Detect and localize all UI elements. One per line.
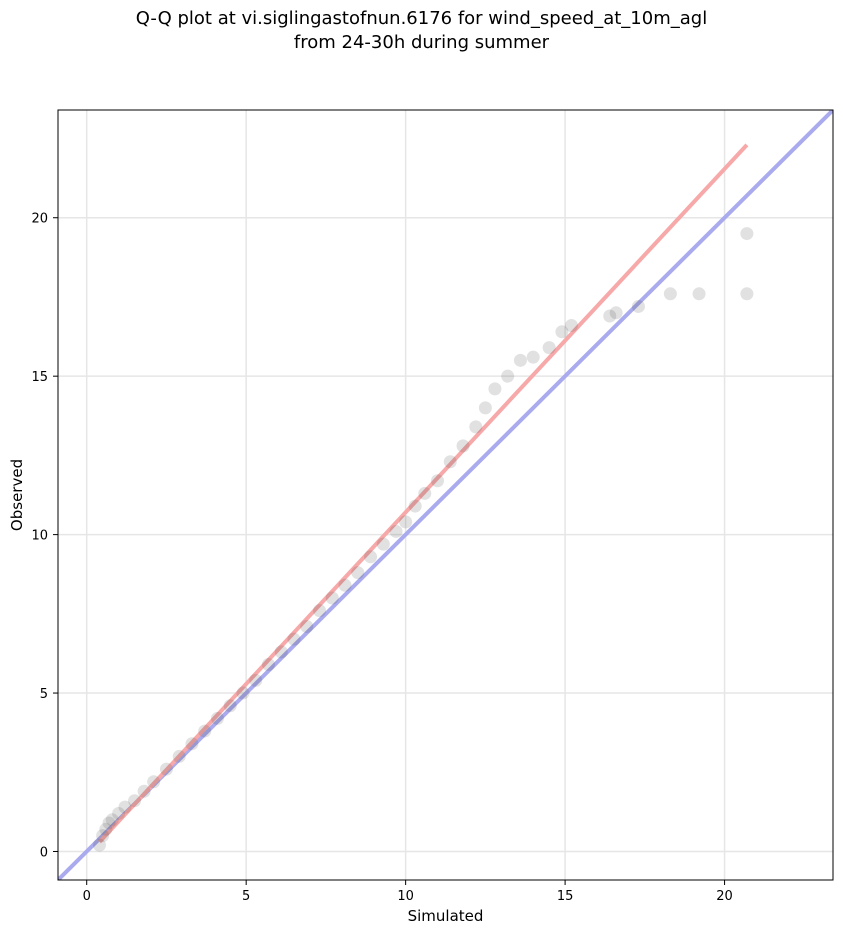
qq-point: [102, 816, 116, 830]
qq-point: [261, 658, 275, 672]
x-tick-label: 0: [83, 889, 91, 904]
qq-point: [172, 749, 186, 763]
qq-point: [198, 724, 212, 738]
qq-point: [376, 537, 390, 551]
qq-point: [399, 515, 413, 529]
qq-point: [488, 382, 502, 396]
qq-point: [338, 578, 352, 592]
qq-point: [564, 318, 578, 332]
qq-point: [542, 341, 556, 355]
qq-point: [300, 620, 314, 634]
qq-point: [96, 829, 110, 843]
qq-point: [210, 711, 224, 725]
qq-point: [431, 474, 445, 488]
plot-area: [58, 110, 833, 880]
x-tick-label: 20: [716, 889, 733, 904]
qq-point: [603, 309, 617, 323]
y-tick-label: 20: [31, 212, 48, 227]
qq-point: [185, 737, 199, 751]
chart-title: Q-Q plot at vi.siglingastofnun.6176 for …: [135, 8, 708, 29]
qq-point: [526, 350, 540, 364]
qq-point: [663, 287, 677, 301]
qq-point: [325, 591, 339, 605]
qq-point: [740, 227, 754, 241]
qq-point: [128, 794, 142, 808]
qq-point: [137, 784, 151, 798]
identity-line: [58, 110, 833, 880]
qq-point: [555, 325, 569, 339]
qq-point: [274, 645, 288, 659]
x-tick-label: 5: [242, 889, 250, 904]
y-tick-label: 15: [31, 370, 48, 385]
qq-point: [478, 401, 492, 415]
x-axis-label: Simulated: [408, 907, 484, 925]
qq-point: [513, 353, 527, 367]
qq-point: [740, 287, 754, 301]
qq-point: [443, 455, 457, 469]
qq-point: [112, 806, 126, 820]
plot-frame: [57, 109, 834, 881]
qq-point: [92, 838, 106, 852]
qq-point: [313, 604, 327, 618]
qq-point: [609, 306, 623, 320]
qq-point: [147, 775, 161, 789]
qq-point: [99, 822, 113, 836]
qq-point: [631, 299, 645, 313]
chart-subtitle: from 24-30h during summer: [293, 32, 550, 53]
qq-point: [389, 524, 403, 538]
qq-point: [408, 499, 422, 513]
qq-point: [501, 369, 515, 383]
qq-point: [456, 439, 470, 453]
qq-point: [223, 699, 237, 713]
qq-point: [287, 632, 301, 646]
y-tick-label: 10: [31, 529, 48, 544]
y-tick-label: 0: [40, 845, 48, 860]
qq-point: [159, 762, 173, 776]
qq-point: [105, 813, 119, 827]
qq-point: [692, 287, 706, 301]
y-axis-label: Observed: [8, 459, 26, 531]
fit-line: [97, 143, 749, 844]
x-tick-label: 10: [397, 889, 414, 904]
qq-point: [249, 673, 263, 687]
qq-point: [118, 800, 132, 814]
qq-point: [364, 550, 378, 564]
y-tick-label: 5: [40, 687, 48, 702]
x-tick-label: 15: [557, 889, 574, 904]
qq-point: [351, 566, 365, 580]
qq-point: [469, 420, 483, 434]
qq-point: [236, 686, 250, 700]
qq-point: [418, 486, 432, 500]
